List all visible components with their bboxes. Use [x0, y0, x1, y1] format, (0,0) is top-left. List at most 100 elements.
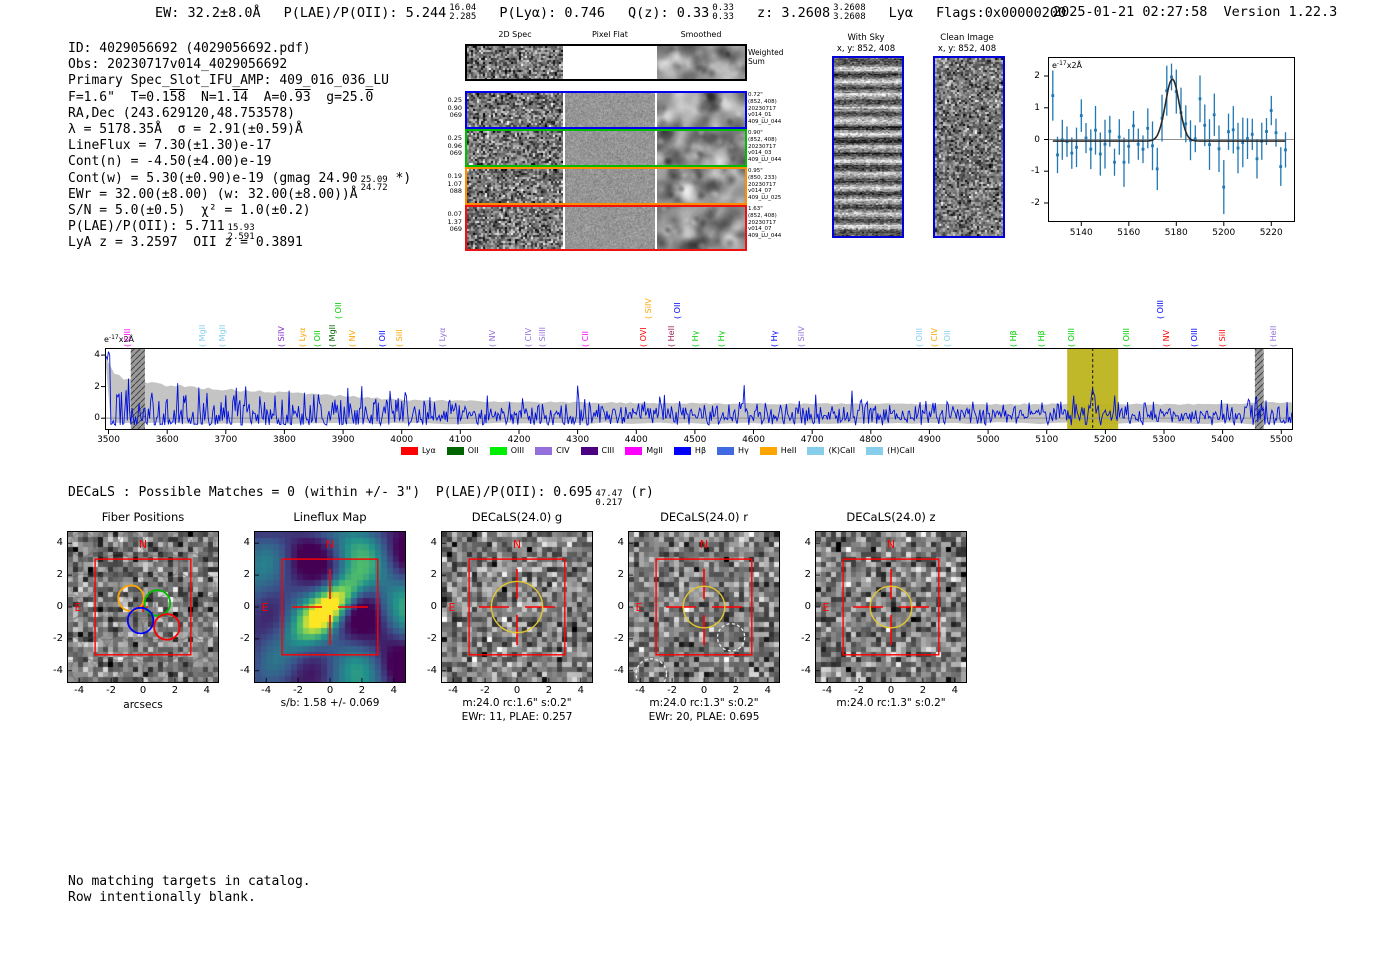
weight-value: 069	[449, 225, 462, 233]
legend-swatch	[489, 446, 507, 455]
header-metric-text: Q(z): 0.33	[628, 4, 710, 21]
svg-text:E: E	[823, 601, 830, 614]
info-text: A=0.	[248, 89, 295, 105]
weighted-sum-label: Weighted Sum	[748, 48, 800, 66]
emission-line-marker: ( OIII	[1122, 327, 1132, 347]
panel-xtick: -2	[293, 685, 304, 696]
emission-line-marker: ( SiIV	[276, 326, 286, 347]
fiber-annotations: NE	[68, 538, 208, 682]
emission-line-marker: ( OIII	[1066, 327, 1076, 347]
info-text: Cont(n) = -4.50(±4.00)e-19	[68, 154, 272, 170]
smoothed-canvas	[657, 46, 745, 79]
pixel-flat-canvas	[565, 169, 655, 203]
legend-swatch	[717, 446, 735, 455]
twod-row-meta: 0.72" (852, 408) 20230717 v014_01 409_LU_044	[748, 92, 800, 126]
panel-ytick: 4	[243, 537, 250, 549]
svg-text:N: N	[326, 538, 334, 551]
emission-line-marker: ( OIII	[1156, 299, 1166, 319]
xtick-label: 4300	[566, 435, 590, 445]
panel-xtick: 0	[700, 685, 708, 696]
weight-value: 1.37	[447, 217, 462, 226]
decals_r-image-canvas	[628, 531, 780, 683]
ytick-label: 1	[1034, 102, 1040, 113]
meta-line: 409_LU_025	[748, 195, 782, 202]
emission-line-marker: ( SiIV	[644, 298, 654, 319]
emission-line-marker: ( NV	[488, 329, 498, 347]
flux-unit-label: e-17x2Å	[1052, 60, 1082, 70]
pixel-flat-canvas	[565, 46, 655, 79]
panel-xlabel: arcsecs	[123, 699, 163, 711]
xtick-label: 4400	[624, 435, 648, 445]
info-text: F=1.6" T=0.1	[68, 89, 170, 105]
panel-xtick: -4	[74, 685, 85, 696]
unit-base: e	[1052, 61, 1057, 70]
panel-xtick: -2	[854, 685, 865, 696]
decals_z-image-canvas	[815, 531, 967, 683]
legend-label: MgII	[646, 446, 663, 455]
panel-xtick: -2	[106, 685, 117, 696]
meta-line: 0.72"	[748, 92, 763, 98]
twod-row-weights: 0.19 1.07 088	[438, 172, 462, 196]
stacked-value: 47.47 0.217	[595, 490, 622, 507]
header-metric-text: z: 3.2608	[756, 4, 831, 21]
weight-value: 069	[449, 149, 462, 157]
legend-item: OIII	[489, 446, 524, 455]
info-text: S/N = 5.0(±0.5) χ² = 1.0(±0.2)	[68, 202, 311, 218]
emission-line-marker: ( Lyα	[438, 327, 447, 347]
info-text: EWr = 32.00(±8.00) (w: 32.00(±8.00))Å	[68, 186, 358, 202]
info-text: Cont(w) = 5.30(±0.90)e-19 (gmag 24.90	[68, 170, 358, 186]
meta-line: (852, 408)	[748, 98, 777, 105]
decals-text-part: DECaLS : Possible Matches = 0 (within +/…	[68, 485, 593, 500]
panel-ytick: -4	[427, 664, 437, 676]
info-text: g=25.	[310, 89, 366, 105]
legend-swatch	[759, 446, 777, 455]
legend-swatch	[625, 446, 643, 455]
meta-line: v014_07	[748, 188, 772, 195]
ytick-label: 4	[94, 350, 100, 361]
footer-line: Row intentionally blank.	[68, 889, 256, 905]
decals_z-annotations: NE	[816, 538, 956, 682]
weight-value: 088	[449, 187, 462, 195]
legend-swatch	[807, 446, 825, 455]
twod-row-meta: 0.90" (852, 408) 20230717 v014_03 409_LU_044	[748, 130, 800, 164]
weight-value: 0.96	[447, 141, 462, 150]
stacked-lower: 0.217	[595, 497, 623, 508]
xtick-label: 5200	[1212, 228, 1236, 238]
xtick-label: 4900	[917, 435, 941, 445]
decals_g-image-canvas	[441, 531, 593, 683]
panel-caption: m:24.0 rc:1.6" s:0.2"	[462, 697, 572, 709]
twod-row	[465, 91, 747, 129]
header-metric-text: Lyα	[888, 4, 914, 21]
emission-line-marker: ( MgII	[328, 324, 338, 347]
legend-label: (H)CaII	[887, 446, 915, 455]
xtick-label: 4500	[683, 435, 707, 445]
info-text: 14	[232, 89, 249, 105]
emission-line-marker: ( CIII	[123, 328, 133, 347]
panel-title-decals_z: DECaLS(24.0) z	[846, 510, 936, 524]
svg-text:E: E	[262, 601, 269, 614]
panel-ytick: 4	[430, 537, 437, 549]
emission-line-marker: ( OII	[942, 330, 952, 347]
emission-line-marker: ( HeII	[1268, 325, 1278, 347]
svg-text:E: E	[75, 601, 82, 614]
weight-value: 0.25	[447, 96, 462, 104]
panel-caption: EWr: 11, PLAE: 0.257	[461, 711, 573, 723]
ytick-label: 0	[94, 413, 100, 424]
header-metric-text: EW: 32.2±8.0Å	[155, 4, 261, 21]
legend-label: Lyα	[422, 446, 436, 455]
emission-line-marker: ( OVI	[638, 327, 648, 347]
legend-item: Hβ	[673, 446, 706, 455]
header-metric-text: P(LAE)/P(OII): 5.244	[283, 4, 447, 21]
panel-xtick: 4	[951, 685, 959, 696]
legend-item: OII	[446, 446, 479, 455]
xtick-label: 4600	[742, 435, 765, 445]
panel-xtick: -4	[261, 685, 272, 696]
meta-line: v014_03	[748, 150, 772, 157]
panel-xtick: -2	[667, 685, 678, 696]
ytick-label: 2	[1034, 71, 1040, 82]
info-text: ID: 4029056692 (4029056692.pdf)	[68, 41, 311, 56]
weight-value: 069	[449, 111, 462, 119]
